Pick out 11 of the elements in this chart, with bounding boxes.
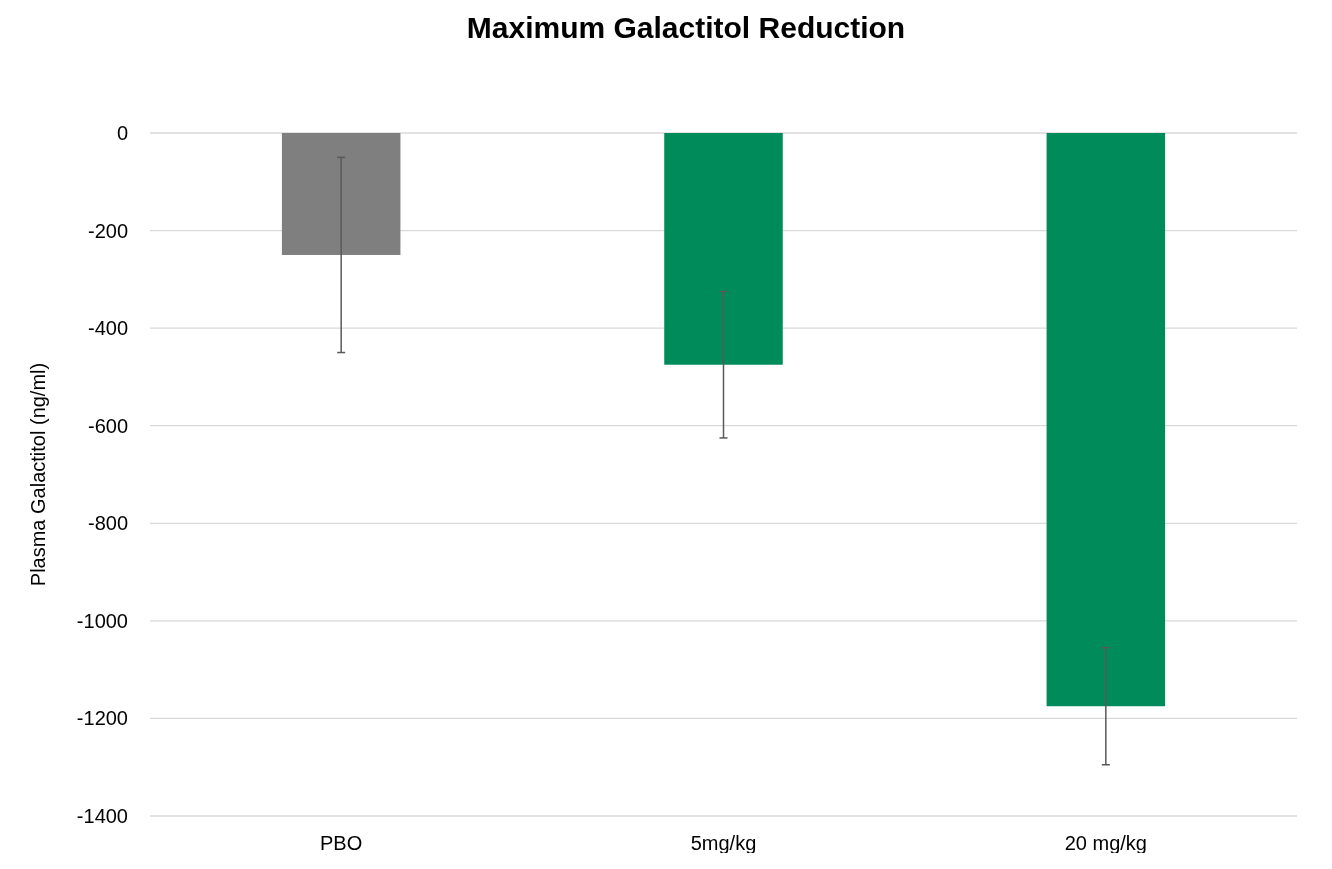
chart-title: Maximum Galactitol Reduction	[466, 11, 906, 44]
y-tick-label: -1000	[76, 609, 128, 632]
y-tick-label: -1200	[76, 707, 128, 730]
y-tick-label: -1400	[76, 805, 128, 827]
y-tick-label: -200	[87, 219, 128, 242]
y-axis-title: Plasma Galactitol (ng/ml)	[27, 362, 49, 587]
y-tick-label: 0	[116, 122, 128, 144]
y-tick-label: -800	[87, 512, 128, 535]
y-tick-label: -400	[87, 317, 128, 340]
x-tick-label: PBO	[320, 832, 363, 854]
y-tick-label: -600	[87, 414, 128, 437]
